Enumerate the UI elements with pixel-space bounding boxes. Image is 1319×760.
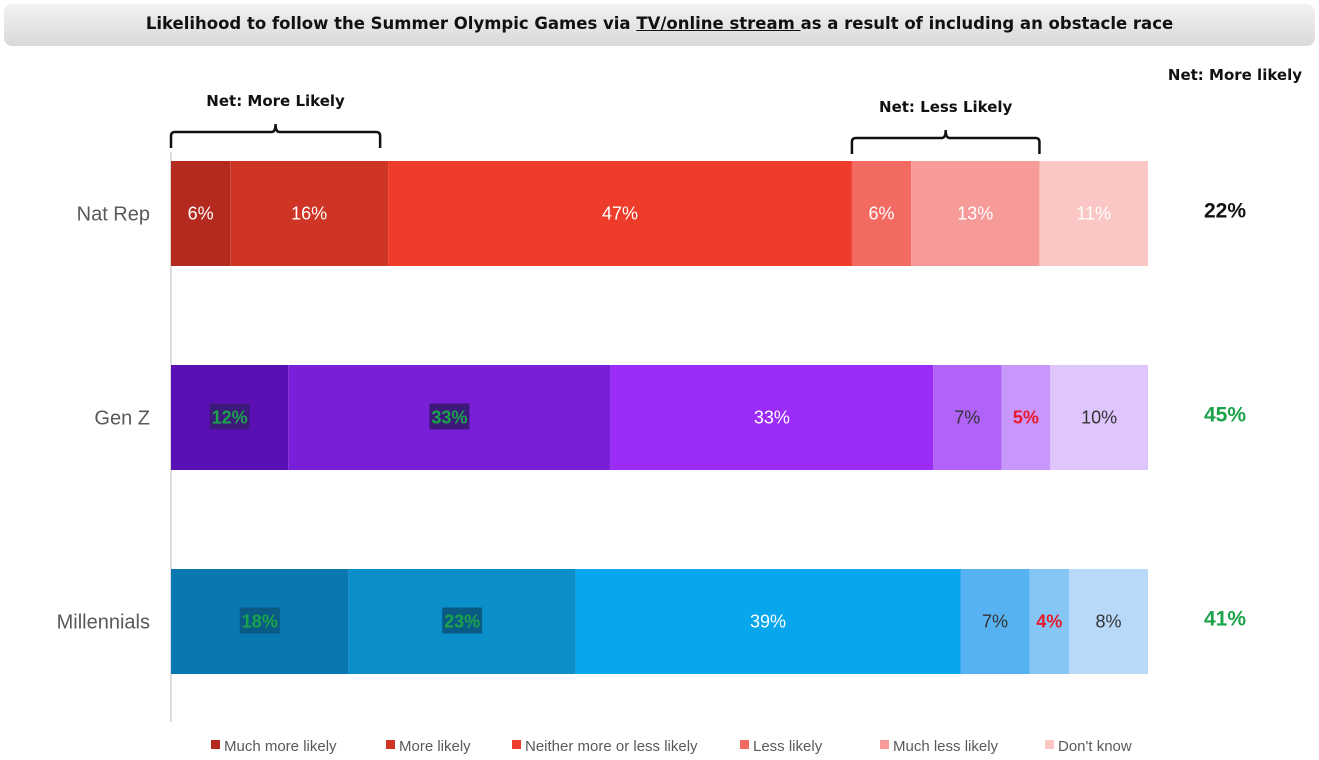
net-more-likely-gen-z: 45%	[1204, 404, 1246, 427]
bar-nat-rep-neither-more-or-less-likely	[388, 161, 852, 266]
bar-millennials-don-t-know	[1069, 569, 1148, 674]
legend-swatch-much-less-likely	[880, 740, 889, 749]
net-more-likely-millennials: 41%	[1204, 608, 1246, 631]
data-label-nat-rep-much-more-likely: 6%	[188, 204, 214, 224]
legend-swatch-more-likely	[386, 740, 395, 749]
legend-label-much-more-likely: Much more likely	[224, 738, 337, 755]
bar-nat-rep-much-more-likely	[171, 161, 231, 266]
bars: Nat Rep 6% 16% 47% 6% 13% 11% 22% Gen Z 12% 33% 33%…	[57, 161, 1246, 674]
legend-label-don-t-know: Don't know	[1058, 738, 1132, 755]
bar-gen-z-neither-more-or-less-likely	[610, 365, 934, 470]
data-label-nat-rep-more-likely: 16%	[291, 204, 327, 224]
net-more-likely-header: Net: More likely	[1168, 66, 1302, 84]
data-label-gen-z-less-likely: 7%	[954, 408, 980, 428]
data-label-millennials-much-less-likely: 4%	[1036, 612, 1062, 632]
data-label-gen-z-more-likely: 33%	[431, 408, 467, 428]
bar-nat-rep-more-likely	[230, 161, 389, 266]
data-label-millennials-don-t-know: 8%	[1096, 612, 1122, 632]
data-label-gen-z-don-t-know: 10%	[1081, 408, 1117, 428]
data-label-nat-rep-much-less-likely: 13%	[957, 204, 993, 224]
legend-label-less-likely: Less likely	[753, 738, 823, 755]
bar-gen-z-don-t-know	[1050, 365, 1148, 470]
net-more-likely-bracket-shape	[169, 123, 382, 148]
bar-nat-rep-much-less-likely	[911, 161, 1040, 266]
category-label-millennials: Millennials	[57, 612, 150, 634]
highlight-box-gen-z-more-likely	[429, 403, 470, 430]
bar-nat-rep-less-likely	[851, 161, 912, 266]
data-label-nat-rep-less-likely: 6%	[869, 204, 895, 224]
net-less-likely-bracket-shape	[850, 129, 1041, 154]
data-label-nat-rep-neither-more-or-less-likely: 47%	[602, 204, 638, 224]
data-label-millennials-less-likely: 7%	[982, 612, 1008, 632]
legend-swatch-don-t-know	[1045, 740, 1054, 749]
bar-millennials-less-likely	[960, 569, 1030, 674]
legend-label-much-less-likely: Much less likely	[893, 738, 999, 755]
data-label-millennials-much-more-likely: 18%	[242, 612, 278, 632]
chart-title: Likelihood to follow the Summer Olympic …	[0, 14, 1319, 33]
category-label-gen-z: Gen Z	[94, 408, 150, 430]
data-label-gen-z-much-less-likely: 5%	[1013, 408, 1039, 428]
data-label-millennials-more-likely: 23%	[444, 612, 480, 632]
legend-swatch-neither-more-or-less-likely	[512, 740, 521, 749]
highlight-box-gen-z-much-more-likely	[209, 403, 250, 430]
net-brackets: Net: More Likely Net: Less Likely	[169, 92, 1041, 154]
data-label-gen-z-much-more-likely: 12%	[212, 408, 248, 428]
net-more-likely-nat-rep: 22%	[1204, 200, 1246, 223]
legend-swatch-much-more-likely	[211, 740, 220, 749]
bar-nat-rep-don-t-know	[1039, 161, 1148, 266]
highlight-box-millennials-more-likely	[442, 607, 483, 634]
net-less-likely-bracket-label: Net: Less Likely	[879, 98, 1013, 116]
bar-millennials-neither-more-or-less-likely	[575, 569, 961, 674]
data-label-nat-rep-don-t-know: 11%	[1076, 204, 1111, 224]
legend-label-more-likely: More likely	[399, 738, 471, 755]
data-label-millennials-neither-more-or-less-likely: 39%	[750, 612, 786, 632]
title-suffix: as a result of including an obstacle rac…	[800, 14, 1174, 33]
bar-gen-z-less-likely	[933, 365, 1002, 470]
title-underlined: TV/online stream	[636, 14, 801, 33]
legend: Much more likely More likely Neither more …	[211, 738, 1132, 755]
title-bar	[4, 4, 1315, 46]
data-label-gen-z-neither-more-or-less-likely: 33%	[754, 408, 790, 428]
highlight-box-millennials-much-more-likely	[239, 607, 280, 634]
legend-label-neither-more-or-less-likely: Neither more or less likely	[525, 738, 698, 755]
category-label-nat-rep: Nat Rep	[77, 204, 150, 226]
title-prefix: Likelihood to follow the Summer Olympic …	[145, 14, 637, 33]
bar-millennials-much-less-likely	[1029, 569, 1070, 674]
legend-swatch-less-likely	[740, 740, 749, 749]
bar-gen-z-much-less-likely	[1001, 365, 1051, 470]
net-more-likely-bracket-label: Net: More Likely	[206, 92, 345, 110]
